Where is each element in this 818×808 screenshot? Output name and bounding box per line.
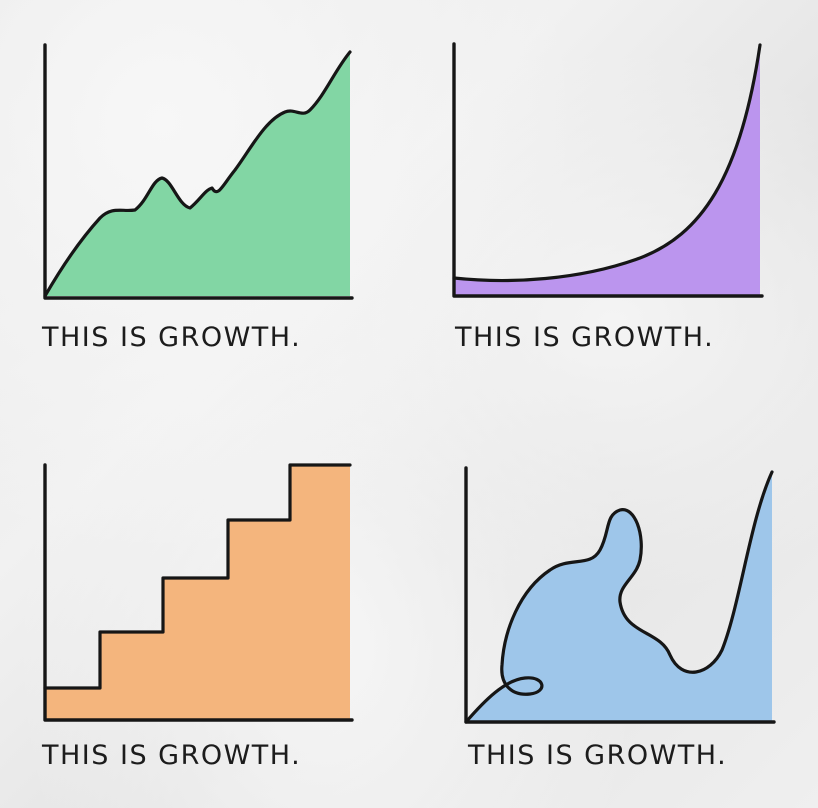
chart-3-axes xyxy=(43,463,354,722)
chart-4-caption: THIS IS GROWTH. xyxy=(468,740,728,771)
chart-1-jagged-area xyxy=(43,43,354,300)
chart-1-line xyxy=(43,50,352,298)
chart-2-exponential-area xyxy=(452,42,764,298)
chart-2-line xyxy=(452,43,762,283)
chart-4-looping-area xyxy=(464,466,776,724)
chart-4-line xyxy=(464,470,774,724)
chart-2-caption: THIS IS GROWTH. xyxy=(455,322,715,353)
chart-3-caption: THIS IS GROWTH. xyxy=(42,740,302,771)
chart-2-fill xyxy=(454,45,760,295)
chart-2-axes xyxy=(452,42,764,298)
chart-1-caption: THIS IS GROWTH. xyxy=(42,322,302,353)
chart-4-axes xyxy=(464,466,776,724)
chart-1-axes xyxy=(43,43,354,300)
chart-3-staircase-area xyxy=(43,463,354,722)
chart-3-line xyxy=(43,463,352,690)
chart-1-fill xyxy=(45,52,350,296)
chart-3-fill xyxy=(45,465,350,720)
